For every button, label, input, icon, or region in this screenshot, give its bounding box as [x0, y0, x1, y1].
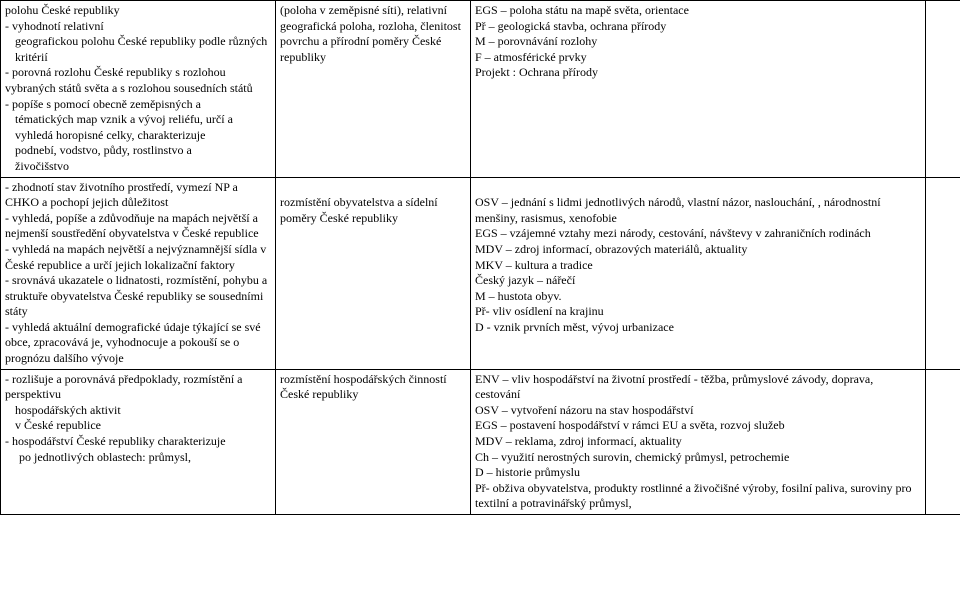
text: po jednotlivých oblastech: průmysl, [5, 450, 271, 466]
cell-links-3: ENV – vliv hospodářství na životní prost… [471, 369, 926, 514]
text: - rozlišuje a porovnává předpoklady, roz… [5, 372, 271, 403]
text: - hospodářství České republiky charakter… [5, 434, 271, 450]
text: Projekt : Ochrana přírody [475, 65, 921, 81]
text: rozmístění hospodářských činností České … [280, 372, 466, 403]
curriculum-table: polohu České republiky - vyhodnotí relat… [0, 0, 960, 515]
cell-empty-2 [926, 177, 960, 369]
cell-topic-3: rozmístění hospodářských činností České … [276, 369, 471, 514]
text: EGS – poloha státu na mapě světa, orient… [475, 3, 921, 19]
text: - srovnává ukazatele o lidnatosti, rozmí… [5, 273, 271, 320]
table-row: - zhodnotí stav životního prostředí, vym… [1, 177, 960, 369]
table-row: polohu České republiky - vyhodnotí relat… [1, 1, 960, 178]
cell-links-2: OSV – jednání s lidmi jednotlivých národ… [471, 177, 926, 369]
text: MDV – zdroj informací, obrazových materi… [475, 242, 921, 258]
text: živočišstvo [5, 159, 271, 175]
text: tématických map vznik a vývoj reliéfu, u… [5, 112, 271, 128]
cell-outcomes-3: - rozlišuje a porovnává předpoklady, roz… [1, 369, 276, 514]
cell-empty-3 [926, 369, 960, 514]
table-row: - rozlišuje a porovnává předpoklady, roz… [1, 369, 960, 514]
text: D – historie průmyslu [475, 465, 921, 481]
text: geografickou polohu České republiky podl… [5, 34, 271, 65]
text: OSV – vytvoření názoru na stav hospodářs… [475, 403, 921, 419]
text: MKV – kultura a tradice [475, 258, 921, 274]
text: - vyhledá, popíše a zdůvodňuje na mapách… [5, 211, 271, 242]
text: EGS – vzájemné vztahy mezi národy, cesto… [475, 226, 921, 242]
cell-topic-1: (poloha v zeměpisné síti), relativní geo… [276, 1, 471, 178]
text: ENV – vliv hospodářství na životní prost… [475, 372, 921, 403]
cell-outcomes-1: polohu České republiky - vyhodnotí relat… [1, 1, 276, 178]
cell-outcomes-2: - zhodnotí stav životního prostředí, vym… [1, 177, 276, 369]
text: - porovná rozlohu České republiky s rozl… [5, 65, 271, 96]
cell-links-1: EGS – poloha státu na mapě světa, orient… [471, 1, 926, 178]
text: Př – geologická stavba, ochrana přírody [475, 19, 921, 35]
text: Český jazyk – nářečí [475, 273, 921, 289]
text: F – atmosférické prvky [475, 50, 921, 66]
text: Př- obživa obyvatelstva, produkty rostli… [475, 481, 921, 512]
text: - popíše s pomocí obecně zeměpisných a [5, 97, 271, 113]
text: M – hustota obyv. [475, 289, 921, 305]
text: v České republice [5, 418, 271, 434]
text: podnebí, vodstvo, půdy, rostlinstvo a [5, 143, 271, 159]
text: (poloha v zeměpisné síti), relativní geo… [280, 3, 466, 65]
text: vyhledá horopisné celky, charakterizuje [5, 128, 271, 144]
text: OSV – jednání s lidmi jednotlivých národ… [475, 195, 921, 226]
text: polohu České republiky [5, 3, 271, 19]
text: Př- vliv osídlení na krajinu [475, 304, 921, 320]
text: - vyhodnotí relativní [5, 19, 271, 35]
text: - vyhledá aktuální demografické údaje tý… [5, 320, 271, 367]
text: D - vznik prvních měst, vývoj urbanizace [475, 320, 921, 336]
text: - vyhledá na mapách největší a nejvýznam… [5, 242, 271, 273]
text: MDV – reklama, zdroj informací, aktualit… [475, 434, 921, 450]
cell-topic-2: rozmístění obyvatelstva a sídelní poměry… [276, 177, 471, 369]
text: M – porovnávání rozlohy [475, 34, 921, 50]
text: hospodářských aktivit [5, 403, 271, 419]
text: EGS – postavení hospodářství v rámci EU … [475, 418, 921, 434]
text: rozmístění obyvatelstva a sídelní poměry… [280, 195, 466, 226]
text: Ch – využití nerostných surovin, chemick… [475, 450, 921, 466]
cell-empty-1 [926, 1, 960, 178]
text: - zhodnotí stav životního prostředí, vym… [5, 180, 271, 211]
